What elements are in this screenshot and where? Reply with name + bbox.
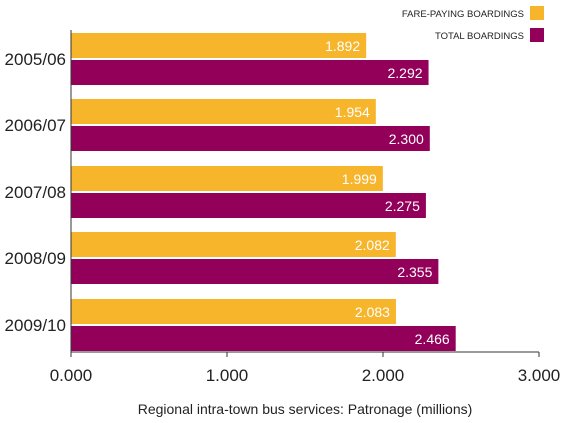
x-tick-label: 3.000 — [518, 366, 561, 385]
bar-fare-paying-5 — [71, 299, 396, 324]
data-label: 1.892 — [325, 38, 360, 54]
data-label: 2.355 — [397, 264, 432, 280]
bar-total-2 — [71, 126, 430, 151]
legend-label: FARE-PAYING BOARDINGS — [402, 9, 524, 20]
data-label: 2.300 — [389, 131, 424, 147]
legend-swatch — [530, 6, 544, 20]
data-label: 2.275 — [385, 198, 420, 214]
data-label: 2.083 — [355, 304, 390, 320]
bar-fare-paying-4 — [71, 232, 396, 257]
legend-swatch — [530, 28, 544, 42]
bar-fare-paying-2 — [71, 99, 376, 124]
x-tick-label: 1.000 — [206, 366, 249, 385]
bar-total-5 — [71, 326, 456, 351]
bar-fare-paying-1 — [71, 33, 367, 58]
bar-total-1 — [71, 60, 429, 85]
data-label: 1.954 — [335, 104, 370, 120]
bar-total-4 — [71, 259, 439, 284]
data-label: 2.292 — [388, 65, 423, 81]
x-tick-label: 0.000 — [50, 366, 93, 385]
data-label: 1.999 — [342, 171, 377, 187]
chart-axes: 0.000 1.000 2.000 3.000 — [50, 30, 561, 385]
category-label: 2009/10 — [5, 316, 66, 335]
category-label: 2008/09 — [5, 249, 66, 268]
x-tick-label: 2.000 — [362, 366, 405, 385]
category-label: 2007/08 — [5, 183, 66, 202]
data-label: 2.466 — [415, 331, 450, 347]
chart-legend: FARE-PAYING BOARDINGS TOTAL BOARDINGS — [402, 6, 544, 42]
legend-label: TOTAL BOARDINGS — [435, 31, 524, 42]
x-axis-title: Regional intra-town bus services: Patron… — [138, 401, 473, 417]
category-label: 2006/07 — [5, 116, 66, 135]
bar-fare-paying-3 — [71, 166, 383, 191]
category-label: 2005/06 — [5, 50, 66, 69]
data-label: 2.082 — [355, 237, 390, 253]
chart-bars: 1.892 2.292 2005/06 1.954 2.300 2006/07 1.999 2… — [5, 33, 456, 351]
bar-total-3 — [71, 193, 426, 218]
